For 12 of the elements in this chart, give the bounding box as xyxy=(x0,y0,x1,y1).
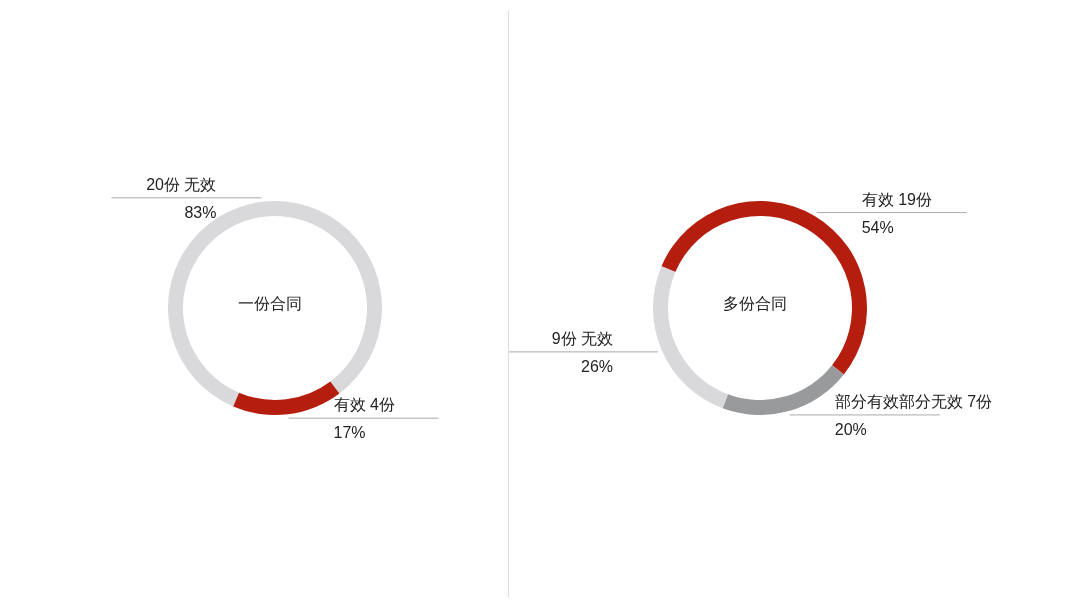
slice-label: 有效 4份 xyxy=(333,396,395,414)
text: 一份合同 xyxy=(238,295,302,312)
text: 26% xyxy=(581,357,614,375)
text: 17% xyxy=(333,424,366,442)
text: 54% xyxy=(861,218,894,236)
slice-label: 9份 无效 xyxy=(551,329,614,347)
slice-label: 20份 无效 xyxy=(146,175,217,193)
slice-label: 部分有效部分无效 7份 xyxy=(834,392,993,410)
text: 多份合同 xyxy=(723,295,787,312)
text: 83% xyxy=(184,203,217,221)
slice-label: 有效 19份 xyxy=(861,190,932,208)
text: 20% xyxy=(834,420,867,438)
